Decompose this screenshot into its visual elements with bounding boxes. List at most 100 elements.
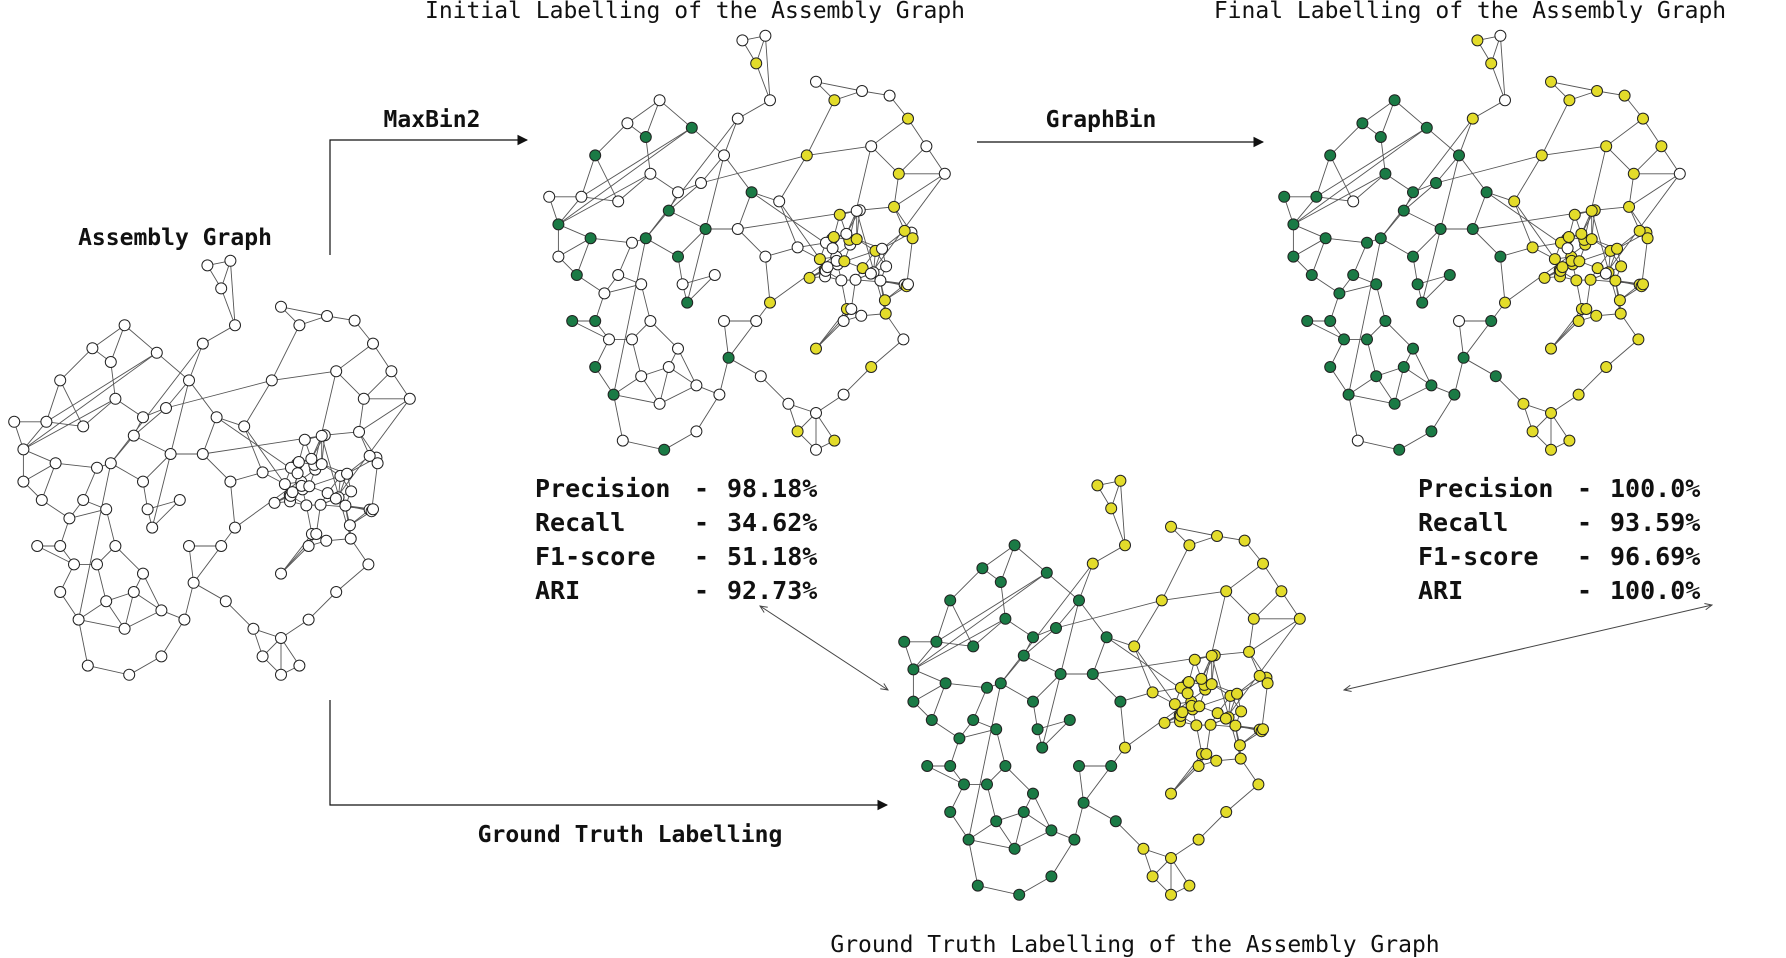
graph-node: [754, 370, 767, 383]
graph-edge: [617, 173, 651, 202]
graph-node: [1192, 760, 1205, 772]
graph-node: [1204, 718, 1217, 731]
graph-node: [1238, 534, 1251, 547]
graph-node: [1485, 57, 1498, 70]
graph-node: [1508, 195, 1521, 208]
graph-node: [994, 576, 1007, 588]
graph-node: [1448, 388, 1461, 401]
graph-edge: [124, 324, 158, 354]
graph-edge: [1472, 192, 1488, 230]
graph-node: [644, 167, 657, 180]
graph-node: [91, 461, 103, 474]
graph-node: [791, 241, 804, 254]
graph-edge: [1605, 118, 1644, 147]
graph-node: [1229, 719, 1242, 732]
graph-node: [1310, 190, 1323, 203]
graph-edge: [335, 370, 365, 400]
metric-value: 96.69%: [1610, 542, 1700, 571]
graph-edge: [1133, 600, 1163, 647]
graph-edge: [371, 463, 379, 512]
graph-node: [1416, 296, 1429, 309]
graph-node: [1261, 677, 1274, 690]
graph-edge: [202, 324, 236, 344]
maxbin2-label: MaxBin2: [384, 107, 481, 133]
graph-node: [1086, 557, 1099, 570]
graph-edge: [806, 145, 872, 156]
graph-edge: [1032, 673, 1061, 702]
graph-edge: [229, 260, 236, 326]
graph-node: [967, 640, 980, 653]
graph-edge: [755, 63, 771, 101]
graph-edge: [645, 118, 739, 239]
graph-node: [81, 659, 94, 672]
graph-node: [1374, 131, 1387, 143]
graph-node: [118, 319, 131, 332]
graph-edge: [1078, 563, 1094, 601]
graph-node: [552, 218, 565, 231]
graph-node: [196, 448, 209, 460]
graph-edge: [972, 618, 1006, 647]
graph-edge: [1018, 876, 1052, 896]
graph-edge: [243, 426, 264, 473]
graph-edge: [645, 237, 679, 257]
graph-node: [141, 503, 154, 516]
graph-node: [1176, 706, 1189, 719]
graph-node: [759, 29, 772, 42]
graph-edge: [1348, 394, 1359, 441]
graph-node: [1324, 361, 1337, 373]
graph-edge: [1541, 99, 1570, 156]
graph-node: [1485, 315, 1498, 327]
graph-node: [653, 94, 666, 107]
graph-node: [607, 388, 620, 401]
graph-node: [722, 351, 735, 364]
maxbin2-arrow: [329, 134, 529, 255]
metric-value: 51.18%: [727, 542, 817, 571]
graph-node: [265, 374, 278, 387]
graph-edge: [949, 600, 974, 647]
graph-edge: [1316, 127, 1428, 198]
graph-node: [345, 485, 358, 498]
graph-node: [892, 167, 905, 180]
graph-node: [1165, 520, 1177, 533]
graph-edge: [870, 339, 904, 368]
graph-node: [1073, 594, 1085, 607]
graph-edge: [1472, 228, 1501, 257]
graph-node: [907, 663, 920, 676]
graph-node: [298, 433, 311, 446]
graph-node: [1027, 787, 1039, 800]
graph-node: [876, 242, 889, 255]
graph-node: [1128, 640, 1141, 653]
graph-node: [1397, 361, 1410, 373]
graph-node: [1590, 309, 1603, 322]
graph-node: [570, 269, 583, 281]
graph-node: [1190, 719, 1203, 732]
graph-node: [160, 402, 172, 414]
graph-node: [275, 300, 287, 313]
graph-node: [837, 388, 850, 401]
graph-edge: [613, 394, 624, 441]
graph-edge: [1403, 182, 1437, 211]
graph-node: [1146, 870, 1159, 883]
metric-name: ARI: [1418, 576, 1463, 605]
graph-node: [1407, 186, 1419, 199]
graph-edge: [1092, 544, 1126, 564]
graph-edge: [1000, 563, 1094, 684]
graph-node: [1205, 678, 1218, 691]
graph-edge: [627, 99, 660, 124]
graph-edge: [128, 656, 162, 676]
graph-edge: [271, 324, 300, 381]
graph-edge: [1198, 811, 1227, 840]
graph-node: [635, 370, 648, 383]
graph-edge: [1329, 122, 1363, 156]
graph-node: [589, 149, 602, 162]
graph-node: [302, 540, 315, 552]
graph-edge: [737, 192, 753, 230]
graph-node: [35, 494, 48, 506]
graph-node: [1253, 669, 1266, 682]
graph-edge: [1578, 366, 1607, 395]
graph-edge: [926, 765, 965, 785]
graph-edge: [1055, 599, 1162, 629]
graph-edge: [1426, 127, 1460, 156]
graph-node: [1027, 695, 1039, 708]
